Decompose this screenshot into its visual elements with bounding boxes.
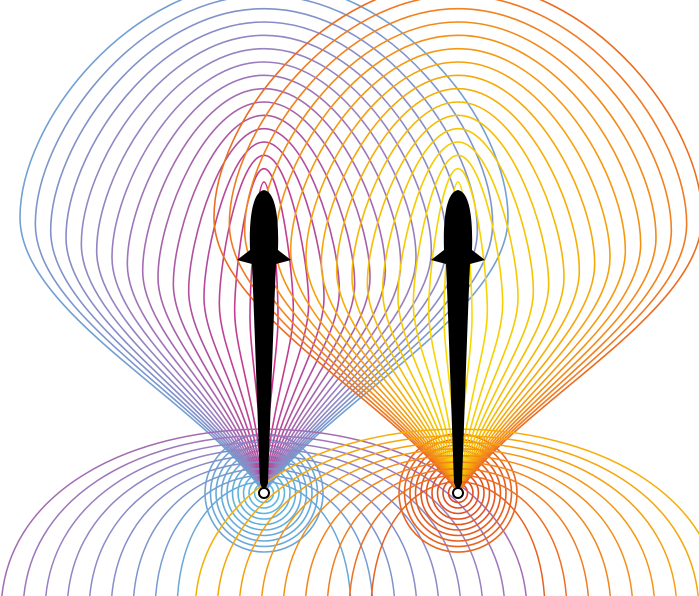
field-line — [263, 0, 509, 494]
field-line — [457, 154, 504, 494]
field-line — [126, 74, 265, 494]
field-line — [263, 7, 479, 494]
field-line — [111, 61, 265, 494]
field-line — [457, 61, 611, 494]
field-line — [397, 141, 459, 494]
field-line — [457, 101, 565, 494]
field-line — [457, 47, 627, 494]
field-line — [457, 0, 688, 494]
field-line — [335, 87, 459, 494]
field-line — [457, 87, 581, 494]
field-line — [457, 127, 535, 494]
field-line — [19, 0, 265, 494]
field-line — [457, 141, 519, 494]
field-line — [320, 74, 459, 494]
field-line — [213, 0, 459, 494]
field-line — [457, 167, 489, 494]
right-fish-silhouette — [431, 190, 485, 493]
left-fish-silhouette — [237, 190, 291, 493]
field-line — [157, 101, 265, 494]
field-line — [172, 114, 265, 494]
field-line — [49, 7, 265, 494]
field-line — [34, 0, 265, 494]
field-line — [65, 21, 265, 494]
field-line — [366, 114, 459, 494]
field-line — [187, 127, 265, 494]
field-line — [457, 114, 550, 494]
field-line — [351, 101, 459, 494]
field-line — [381, 127, 459, 494]
field-line — [457, 0, 699, 494]
field-line — [263, 167, 295, 494]
field-line — [457, 21, 657, 494]
field-line — [95, 47, 265, 494]
field-line — [263, 47, 433, 494]
field-line — [427, 167, 459, 494]
field-line — [263, 101, 371, 494]
field-line — [263, 61, 417, 494]
field-line — [457, 74, 596, 494]
field-line — [412, 154, 459, 494]
left-fish-tail-pole — [258, 487, 270, 499]
fish-silhouettes — [237, 190, 485, 499]
right-fish-field-lines — [195, 0, 699, 596]
field-line — [457, 34, 642, 494]
field-line — [457, 7, 673, 494]
field-line — [203, 141, 265, 494]
field-line — [218, 154, 265, 494]
field-line — [80, 34, 265, 494]
field-line — [141, 87, 265, 494]
field-line — [228, 0, 459, 494]
field-line — [289, 47, 459, 494]
field-line — [243, 7, 459, 494]
right-fish-tail-pole — [452, 487, 464, 499]
field-line — [305, 61, 459, 494]
